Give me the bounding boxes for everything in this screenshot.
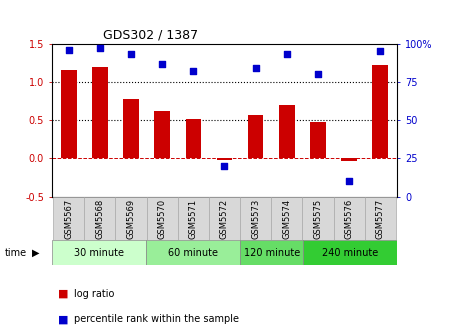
- Bar: [248, 115, 264, 158]
- Point: [65, 47, 72, 52]
- Bar: [92, 67, 108, 158]
- Bar: [240, 240, 303, 265]
- Bar: [115, 197, 147, 240]
- Text: percentile rank within the sample: percentile rank within the sample: [74, 314, 239, 324]
- Text: ■: ■: [58, 314, 69, 324]
- Bar: [310, 122, 326, 158]
- Text: GSM5571: GSM5571: [189, 199, 198, 239]
- Text: ▶: ▶: [32, 248, 40, 258]
- Bar: [365, 197, 396, 240]
- Point: [345, 179, 352, 184]
- Bar: [279, 105, 295, 158]
- Text: GSM5569: GSM5569: [127, 199, 136, 239]
- Point: [252, 66, 259, 71]
- Text: GSM5574: GSM5574: [282, 199, 291, 239]
- Bar: [373, 65, 388, 158]
- Bar: [61, 71, 76, 158]
- Text: GSM5577: GSM5577: [376, 199, 385, 239]
- Point: [190, 69, 197, 74]
- Text: ■: ■: [58, 289, 69, 299]
- Text: GSM5576: GSM5576: [344, 199, 353, 239]
- Bar: [240, 197, 271, 240]
- Text: 60 minute: 60 minute: [168, 248, 218, 258]
- Bar: [178, 197, 209, 240]
- Text: 30 minute: 30 minute: [74, 248, 124, 258]
- Bar: [154, 111, 170, 158]
- Bar: [209, 197, 240, 240]
- Bar: [146, 240, 240, 265]
- Bar: [185, 119, 201, 158]
- Bar: [53, 197, 84, 240]
- Point: [314, 72, 321, 77]
- Point: [221, 163, 228, 169]
- Text: GDS302 / 1387: GDS302 / 1387: [104, 28, 198, 41]
- Text: GSM5568: GSM5568: [96, 199, 105, 239]
- Bar: [271, 197, 302, 240]
- Bar: [334, 197, 365, 240]
- Text: GSM5567: GSM5567: [64, 199, 73, 239]
- Text: log ratio: log ratio: [74, 289, 114, 299]
- Point: [128, 52, 135, 57]
- Text: time: time: [4, 248, 26, 258]
- Bar: [302, 197, 334, 240]
- Bar: [303, 240, 397, 265]
- Bar: [217, 158, 232, 160]
- Bar: [123, 99, 139, 158]
- Point: [158, 61, 166, 66]
- Text: 240 minute: 240 minute: [322, 248, 379, 258]
- Bar: [84, 197, 115, 240]
- Point: [97, 46, 104, 51]
- Text: GSM5570: GSM5570: [158, 199, 167, 239]
- Text: GSM5572: GSM5572: [220, 199, 229, 239]
- Point: [283, 52, 291, 57]
- Point: [377, 49, 384, 54]
- Text: GSM5573: GSM5573: [251, 199, 260, 239]
- Text: GSM5575: GSM5575: [313, 199, 322, 239]
- Bar: [147, 197, 178, 240]
- Bar: [341, 158, 357, 161]
- Bar: [52, 240, 146, 265]
- Text: 120 minute: 120 minute: [243, 248, 300, 258]
